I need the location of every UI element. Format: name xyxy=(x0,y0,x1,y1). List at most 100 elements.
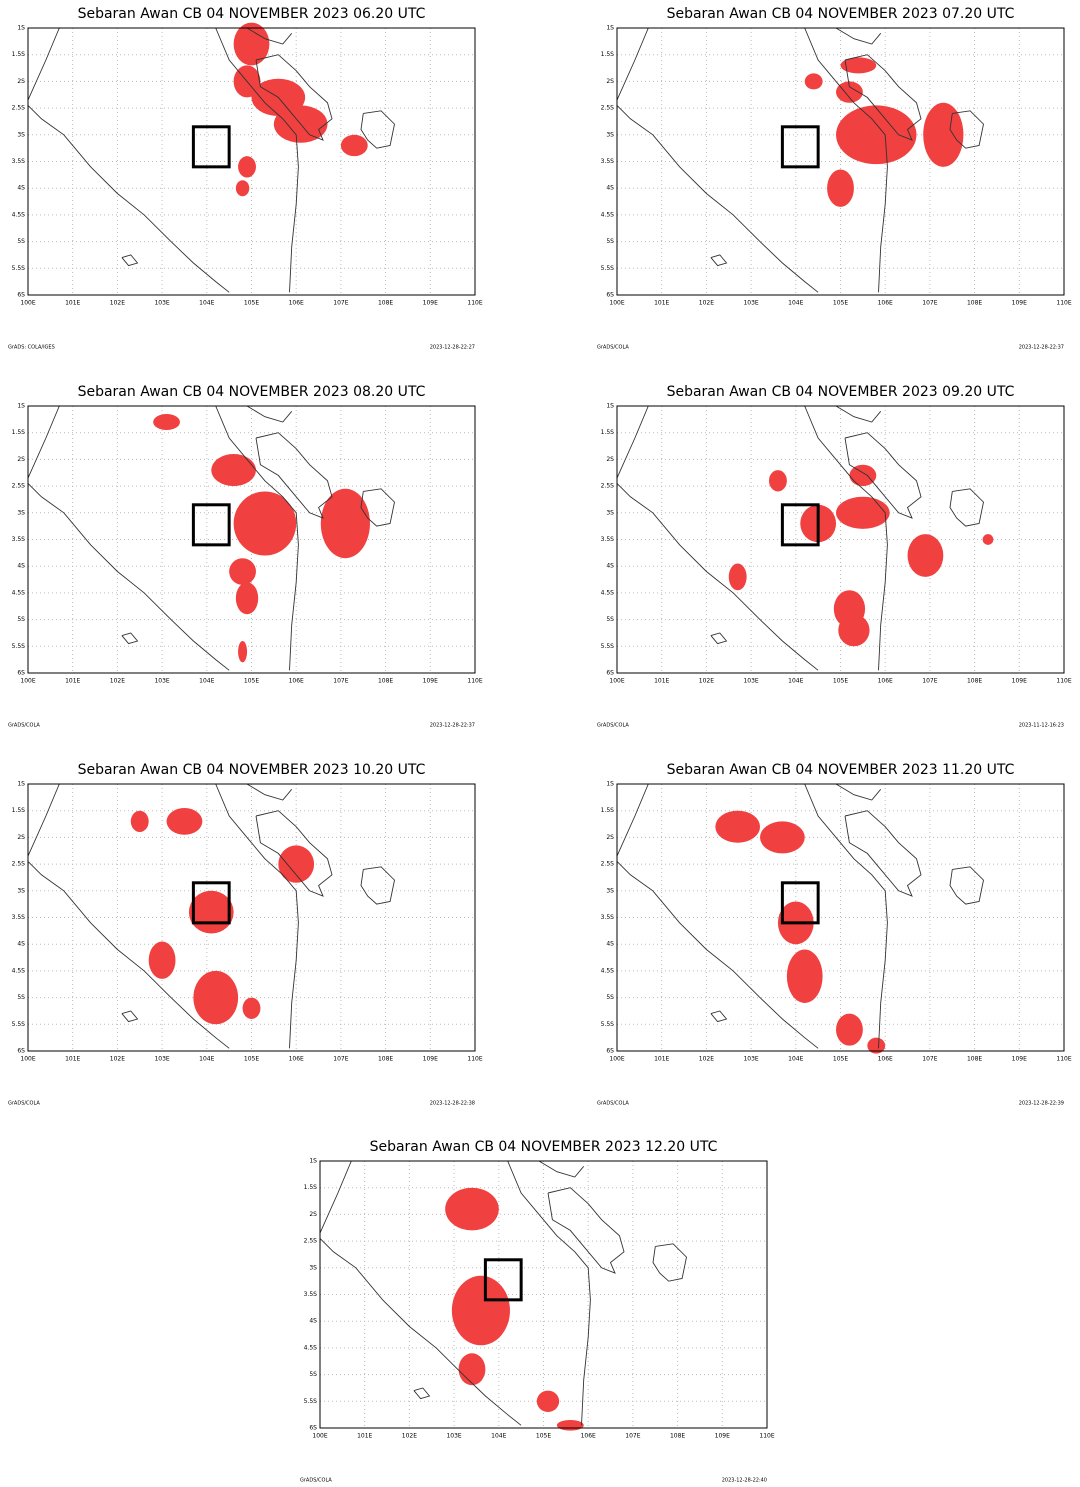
map-panel: Sebaran Awan CB 04 NOVEMBER 2023 10.20 U… xyxy=(8,762,483,1107)
cloud-area xyxy=(238,641,247,662)
coastline xyxy=(845,811,921,896)
x-tick-label: 100E xyxy=(609,678,624,685)
y-tick-label: 2.5S xyxy=(601,483,615,490)
coastline xyxy=(653,1244,687,1281)
y-tick-label: 4.5S xyxy=(601,211,615,218)
x-tick-label: 108E xyxy=(967,300,982,307)
coastline xyxy=(711,1011,727,1022)
y-tick-label: 5.5S xyxy=(304,1398,318,1405)
x-tick-label: 103E xyxy=(154,300,169,307)
x-tick-label: 109E xyxy=(1012,300,1027,307)
coastline xyxy=(836,28,881,44)
figure: Sebaran Awan CB 04 NOVEMBER 2023 06.20 U… xyxy=(0,0,1080,1483)
x-tick-label: 106E xyxy=(878,1056,893,1063)
coastline xyxy=(122,633,138,644)
x-tick-label: 104E xyxy=(199,678,214,685)
y-tick-label: 3.5S xyxy=(601,158,615,165)
study-area-box xyxy=(193,127,229,167)
y-tick-label: 6S xyxy=(606,292,614,299)
panel-title: Sebaran Awan CB 04 NOVEMBER 2023 06.20 U… xyxy=(78,6,426,22)
footer-right: 2023-12-28-22:38 xyxy=(430,1101,475,1107)
coastline xyxy=(320,1161,351,1233)
x-tick-label: 102E xyxy=(699,300,714,307)
coastline xyxy=(950,867,984,904)
footer-left: GrADS/COLA xyxy=(300,1478,332,1484)
y-tick-label: 1S xyxy=(606,403,614,410)
x-tick-label: 110E xyxy=(1056,300,1071,307)
map-panel: Sebaran Awan CB 04 NOVEMBER 2023 08.20 U… xyxy=(8,384,483,729)
x-tick-label: 108E xyxy=(378,300,393,307)
x-tick-label: 103E xyxy=(743,678,758,685)
footer-right: 2023-12-28-22:40 xyxy=(722,1478,767,1484)
x-tick-label: 108E xyxy=(967,678,982,685)
coastline xyxy=(361,867,395,904)
coastline xyxy=(122,1011,138,1022)
x-tick-label: 107E xyxy=(922,300,937,307)
map-panel: Sebaran Awan CB 04 NOVEMBER 2023 11.20 U… xyxy=(597,762,1072,1107)
x-tick-label: 100E xyxy=(20,300,35,307)
coastline xyxy=(28,861,229,1048)
cloud-area xyxy=(459,1353,486,1385)
x-tick-label: 100E xyxy=(609,1056,624,1063)
footer-left: GrADS/COLA xyxy=(8,723,40,729)
y-tick-label: 1.5S xyxy=(12,51,26,58)
y-tick-label: 4S xyxy=(17,563,25,570)
x-tick-label: 109E xyxy=(423,300,438,307)
y-tick-label: 5.5S xyxy=(601,643,615,650)
y-tick-label: 4.5S xyxy=(12,211,26,218)
cloud-area xyxy=(836,497,890,529)
y-tick-label: 3S xyxy=(17,131,25,138)
y-tick-label: 3S xyxy=(606,887,614,894)
coastline xyxy=(28,406,59,478)
cloud-area xyxy=(193,971,238,1024)
x-tick-label: 101E xyxy=(654,678,669,685)
y-tick-label: 2.5S xyxy=(304,1238,318,1245)
x-tick-label: 106E xyxy=(878,300,893,307)
x-tick-label: 106E xyxy=(289,300,304,307)
x-tick-label: 109E xyxy=(423,1056,438,1063)
x-tick-label: 110E xyxy=(1056,678,1071,685)
y-tick-label: 3.5S xyxy=(601,914,615,921)
coastline xyxy=(617,28,648,100)
cloud-area xyxy=(236,180,249,196)
y-tick-label: 3.5S xyxy=(12,158,26,165)
y-tick-label: 2.5S xyxy=(12,483,26,490)
x-tick-label: 104E xyxy=(788,678,803,685)
panel-title: Sebaran Awan CB 04 NOVEMBER 2023 11.20 U… xyxy=(667,762,1015,778)
study-area-box xyxy=(782,127,818,167)
y-tick-label: 3S xyxy=(606,131,614,138)
x-tick-label: 108E xyxy=(378,678,393,685)
y-tick-label: 1.5S xyxy=(601,51,615,58)
y-tick-label: 5.5S xyxy=(12,1021,26,1028)
y-tick-label: 1S xyxy=(17,403,25,410)
y-tick-label: 4.5S xyxy=(601,967,615,974)
y-tick-label: 2.5S xyxy=(601,105,615,112)
x-tick-label: 104E xyxy=(788,300,803,307)
panel-title: Sebaran Awan CB 04 NOVEMBER 2023 09.20 U… xyxy=(667,384,1015,400)
cloud-area xyxy=(234,23,270,66)
x-tick-label: 103E xyxy=(743,300,758,307)
x-tick-label: 110E xyxy=(467,1056,482,1063)
x-tick-label: 105E xyxy=(244,678,259,685)
x-tick-label: 103E xyxy=(154,678,169,685)
x-tick-label: 103E xyxy=(446,1433,461,1440)
cloud-area xyxy=(238,156,256,177)
y-tick-label: 5.5S xyxy=(12,265,26,272)
x-tick-label: 103E xyxy=(743,1056,758,1063)
panel-title: Sebaran Awan CB 04 NOVEMBER 2023 08.20 U… xyxy=(78,384,426,400)
coastline xyxy=(711,633,727,644)
coastline xyxy=(247,406,292,422)
coastline xyxy=(539,1161,584,1177)
map-panel: Sebaran Awan CB 04 NOVEMBER 2023 06.20 U… xyxy=(8,6,483,351)
x-tick-label: 108E xyxy=(967,1056,982,1063)
coastline xyxy=(617,406,648,478)
x-tick-label: 106E xyxy=(289,678,304,685)
footer-right: 2023-12-28-22:39 xyxy=(1019,1101,1064,1107)
y-tick-label: 4.5S xyxy=(12,589,26,596)
cloud-area xyxy=(211,454,256,486)
x-tick-label: 105E xyxy=(833,678,848,685)
x-tick-label: 110E xyxy=(467,678,482,685)
x-tick-label: 103E xyxy=(154,1056,169,1063)
x-tick-label: 109E xyxy=(1012,678,1027,685)
x-tick-label: 105E xyxy=(833,300,848,307)
